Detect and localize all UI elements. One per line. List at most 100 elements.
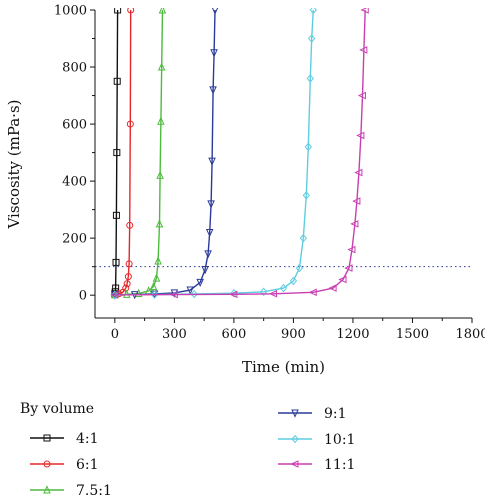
data-point <box>113 149 121 157</box>
x-tick-label: 1800 <box>455 327 485 342</box>
x-tick-label: 1200 <box>336 327 369 342</box>
y-tick-label: 1000 <box>54 4 87 19</box>
data-point <box>190 289 198 299</box>
data-point <box>208 157 216 166</box>
data-point <box>360 8 369 14</box>
y-tick-label: 200 <box>62 232 87 247</box>
data-point <box>295 263 304 273</box>
legend-marker <box>291 409 299 418</box>
data-point <box>210 49 218 58</box>
data-point <box>352 197 361 205</box>
data-point <box>205 228 214 238</box>
data-point <box>150 290 159 299</box>
data-point <box>306 74 314 83</box>
legend-item: 11:1 <box>278 457 355 473</box>
data-point <box>157 62 166 71</box>
data-point <box>154 256 162 265</box>
series-line <box>114 9 366 296</box>
series-2 <box>111 8 135 299</box>
data-point <box>157 116 165 125</box>
data-point <box>158 8 167 14</box>
data-point <box>112 284 120 292</box>
data-point <box>309 8 317 15</box>
data-point <box>127 8 135 14</box>
series-6 <box>110 8 369 299</box>
legend-label: 6:1 <box>76 457 99 473</box>
data-point <box>123 280 131 288</box>
data-point <box>186 286 195 295</box>
data-point <box>211 8 219 15</box>
data-point <box>354 168 363 177</box>
data-point <box>356 131 365 140</box>
data-point <box>338 275 347 284</box>
data-point <box>110 291 119 299</box>
y-tick-label: 400 <box>62 175 87 190</box>
legend-item: 7.5:1 <box>30 483 112 499</box>
data-point <box>347 245 356 254</box>
data-point <box>113 77 121 85</box>
series-line <box>114 9 216 296</box>
data-point <box>122 284 130 292</box>
data-point <box>114 8 122 14</box>
data-point <box>259 287 268 297</box>
data-point <box>152 273 161 282</box>
y-tick-label: 600 <box>62 118 87 133</box>
data-point <box>229 290 238 299</box>
legend-item: 6:1 <box>30 457 99 473</box>
data-point <box>156 170 164 179</box>
series-line <box>114 9 164 296</box>
data-point <box>126 120 134 128</box>
legend-title: By volume <box>20 401 94 417</box>
data-point <box>302 191 310 200</box>
data-point <box>112 258 120 266</box>
data-point <box>126 221 134 229</box>
data-point <box>359 46 368 54</box>
data-point <box>201 266 209 275</box>
y-tick-label: 800 <box>62 61 87 76</box>
data-point <box>344 264 353 272</box>
legend-item: 4:1 <box>30 431 99 447</box>
data-point <box>357 91 366 100</box>
data-point <box>125 260 133 268</box>
data-point <box>112 211 120 219</box>
legend-item: 9:1 <box>278 406 347 422</box>
x-tick-label: 600 <box>221 327 246 342</box>
data-point <box>124 273 132 281</box>
y-axis-title: Viscosity (mPa·s) <box>5 99 23 229</box>
data-point <box>209 86 217 95</box>
series-line <box>114 9 119 294</box>
data-point <box>328 284 337 292</box>
data-point <box>308 34 316 43</box>
series-1 <box>111 8 122 298</box>
legend-marker <box>291 434 299 444</box>
legend-label: 10:1 <box>324 432 355 448</box>
legend-item: 10:1 <box>278 432 355 448</box>
data-point <box>308 288 317 297</box>
x-axis-title: Time (min) <box>242 358 325 376</box>
legend-label: 7.5:1 <box>76 483 112 499</box>
x-tick-label: 300 <box>162 327 187 342</box>
legend-label: 9:1 <box>324 406 347 422</box>
legend-label: 11:1 <box>324 457 355 473</box>
data-point <box>204 250 212 259</box>
data-point <box>155 219 164 228</box>
y-tick-label: 0 <box>79 289 87 304</box>
legend-marker <box>43 460 51 468</box>
series-4 <box>111 8 219 300</box>
x-tick-label: 0 <box>111 327 119 342</box>
legend: By volume 4:1 6:1 7.5:1 9:1 10:1 11:1 <box>20 401 355 499</box>
legend-marker <box>43 485 51 494</box>
data-point <box>299 233 308 243</box>
axes: 0 200 400 600 800 1000 0 300 600 900 1200 1500 1800 T… <box>5 4 485 377</box>
plot-area <box>95 8 472 300</box>
legend-marker <box>43 434 51 442</box>
series-line <box>114 9 132 296</box>
data-point <box>279 283 288 293</box>
x-tick-label: 900 <box>281 327 306 342</box>
data-point <box>196 278 204 288</box>
data-point <box>289 276 298 286</box>
data-point <box>207 200 215 209</box>
data-point <box>350 220 359 228</box>
legend-marker <box>290 460 299 468</box>
